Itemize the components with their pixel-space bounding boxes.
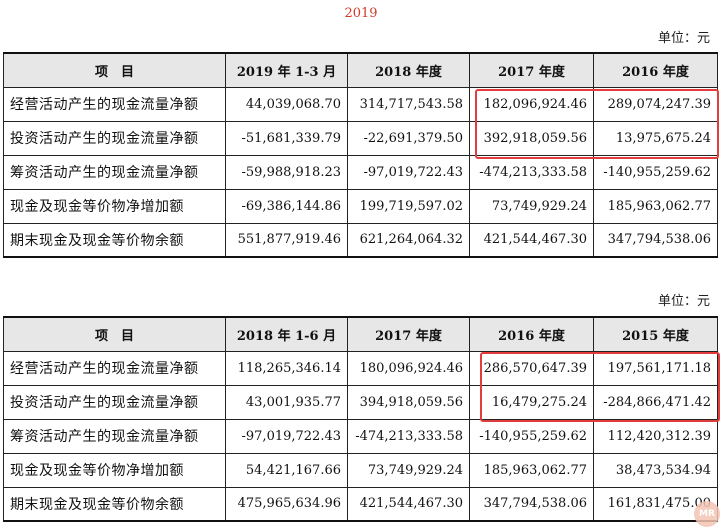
cashflow-table-2018: 项 目 2018 年 1-6 月 2017 年度 2016 年度 2015 年度… [3,316,718,522]
cell-value: 73,749,929.24 [347,452,470,488]
table-row: 投资活动产生的现金流量净额 -51,681,339.79 -22,691,379… [3,120,718,156]
header-period-4: 2016 年度 [593,52,718,88]
cell-value: 16,479,275.24 [469,384,594,420]
watermark-logo: MR [694,501,720,527]
cell-value: 392,918,059.56 [469,120,594,156]
cell-value: 394,918,059.56 [347,384,470,420]
table-row: 现金及现金等价物净增加额 -69,386,144.86 199,719,597.… [3,188,718,224]
cell-value: 13,975,675.24 [593,120,718,156]
cell-value: 199,719,597.02 [347,188,470,224]
cell-value: 54,421,167.66 [225,452,348,488]
top-year-label: 2019 [344,6,378,21]
table-row: 筹资活动产生的现金流量净额 -97,019,722.43 -474,213,33… [3,418,718,454]
unit-label-1: 单位：元 [657,31,710,46]
cell-value: 197,561,171.18 [593,350,718,386]
header-item: 项 目 [3,316,226,352]
cell-value: 182,096,924.46 [469,86,594,122]
cell-value: 551,877,919.46 [225,222,348,258]
cell-value: -69,386,144.86 [225,188,348,224]
cashflow-table-2019: 项 目 2019 年 1-3 月 2018 年度 2017 年度 2016 年度… [3,52,718,258]
cell-value: -97,019,722.43 [225,418,348,454]
cell-value: 43,001,935.77 [225,384,348,420]
cell-value: -284,866,471.42 [593,384,718,420]
cell-value: -140,955,259.62 [469,418,594,454]
cell-value: 44,039,068.70 [225,86,348,122]
header-period-1: 2019 年 1-3 月 [225,52,348,88]
cell-value: 621,264,064.32 [347,222,470,258]
cell-value: 289,074,247.39 [593,86,718,122]
cell-value: 314,717,543.58 [347,86,470,122]
row-label: 投资活动产生的现金流量净额 [3,384,226,420]
cell-value: 475,965,634.96 [225,486,348,522]
cell-value: 421,544,467.30 [469,222,594,258]
cell-value: -140,955,259.62 [593,154,718,190]
row-label: 经营活动产生的现金流量净额 [3,86,226,122]
cell-value: 185,963,062.77 [469,452,594,488]
cell-value: -51,681,339.79 [225,120,348,156]
header-period-2: 2017 年度 [347,316,470,352]
table-row: 期末现金及现金等价物余额 551,877,919.46 621,264,064.… [3,222,718,258]
row-label: 投资活动产生的现金流量净额 [3,120,226,156]
cell-value: 112,420,312.39 [593,418,718,454]
table-row: 筹资活动产生的现金流量净额 -59,988,918.23 -97,019,722… [3,154,718,190]
header-period-4: 2015 年度 [593,316,718,352]
cell-value: 347,794,538.06 [593,222,718,258]
cell-value: -22,691,379.50 [347,120,470,156]
cell-value: 421,544,467.30 [347,486,470,522]
row-label: 现金及现金等价物净增加额 [3,452,226,488]
table-row: 经营活动产生的现金流量净额 118,265,346.14 180,096,924… [3,350,718,386]
cell-value: -97,019,722.43 [347,154,470,190]
row-label: 期末现金及现金等价物余额 [3,486,226,522]
row-label: 现金及现金等价物净增加额 [3,188,226,224]
cell-value: 180,096,924.46 [347,350,470,386]
cell-value: 286,570,647.39 [469,350,594,386]
unit-label-2: 单位：元 [657,294,710,309]
table-row: 经营活动产生的现金流量净额 44,039,068.70 314,717,543.… [3,86,718,122]
table-row: 现金及现金等价物净增加额 54,421,167.66 73,749,929.24… [3,452,718,488]
row-label: 筹资活动产生的现金流量净额 [3,418,226,454]
table-row: 期末现金及现金等价物余额 475,965,634.96 421,544,467.… [3,486,718,522]
header-period-2: 2018 年度 [347,52,470,88]
cell-value: 185,963,062.77 [593,188,718,224]
header-period-3: 2017 年度 [469,52,594,88]
table-row: 投资活动产生的现金流量净额 43,001,935.77 394,918,059.… [3,384,718,420]
header-period-1: 2018 年 1-6 月 [225,316,348,352]
cell-value: 347,794,538.06 [469,486,594,522]
row-label: 期末现金及现金等价物余额 [3,222,226,258]
row-label: 经营活动产生的现金流量净额 [3,350,226,386]
header-item: 项 目 [3,52,226,88]
header-period-3: 2016 年度 [469,316,594,352]
cell-value: -474,213,333.58 [469,154,594,190]
row-label: 筹资活动产生的现金流量净额 [3,154,226,190]
cell-value: 73,749,929.24 [469,188,594,224]
cell-value: -59,988,918.23 [225,154,348,190]
cell-value: 118,265,346.14 [225,350,348,386]
cell-value: 38,473,534.94 [593,452,718,488]
cell-value: -474,213,333.58 [347,418,470,454]
